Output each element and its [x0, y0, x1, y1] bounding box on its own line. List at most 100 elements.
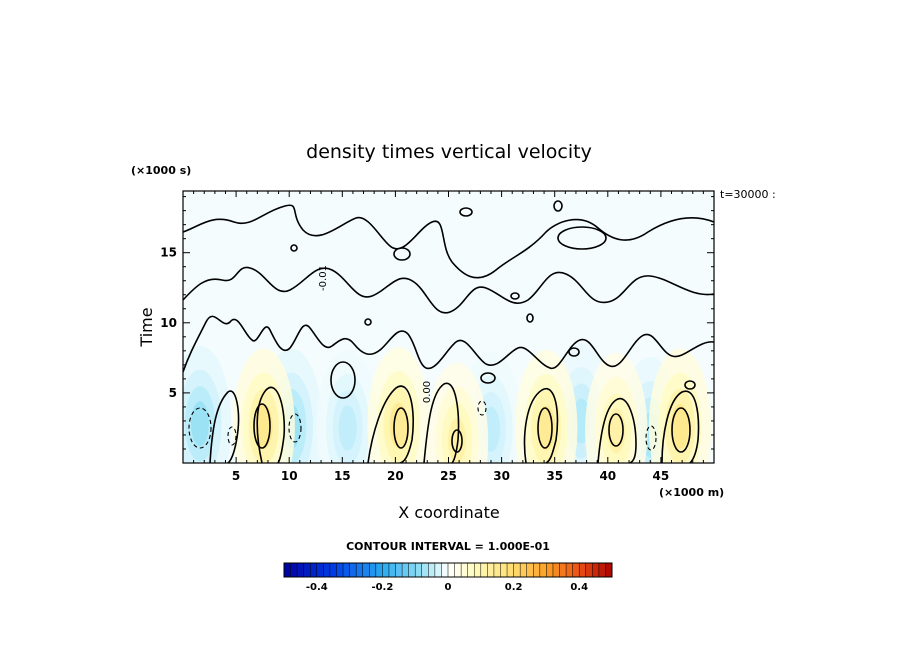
field-cell	[190, 401, 209, 447]
colorbar-swatch	[480, 563, 488, 577]
colorbar-tick-label: -0.2	[371, 582, 393, 593]
contour-negative-cell	[188, 407, 212, 449]
x-tick-label: 20	[387, 469, 404, 483]
time-annotation: t=30000 :	[720, 188, 776, 201]
x-axis-label: X coordinate	[398, 503, 499, 522]
colorbar-swatch	[474, 563, 482, 577]
contour-positive-cell	[608, 413, 624, 447]
contour-value-label: -0.01	[318, 265, 329, 291]
colorbar-swatch	[290, 563, 298, 577]
contour-positive-cell	[393, 407, 409, 449]
chart-title: density times vertical velocity	[306, 141, 592, 163]
colorbar-swatch	[605, 563, 613, 577]
y-axis-label: Time	[137, 307, 156, 347]
x-tick-label: 25	[440, 469, 457, 483]
contour-cell	[661, 390, 700, 463]
colorbar-swatch	[369, 563, 377, 577]
contour-island	[459, 207, 473, 217]
contour-cell	[209, 390, 240, 463]
colorbar-swatch	[310, 563, 318, 577]
contour-cell	[423, 382, 460, 463]
colorbar-swatch	[329, 563, 337, 577]
colorbar-tick-label: 0.2	[505, 582, 523, 593]
colorbar-swatch	[336, 563, 344, 577]
contour-island	[568, 347, 580, 357]
colorbar-swatch	[559, 563, 567, 577]
field-cell	[671, 404, 690, 450]
colorbar-swatch	[566, 563, 573, 577]
colorbar-swatch	[533, 563, 541, 577]
contour-island	[393, 247, 411, 261]
y-axis: 5 10 15	[160, 196, 714, 450]
contour-lines	[183, 200, 714, 463]
colorbar-swatch	[303, 563, 311, 577]
colorbar-swatch	[507, 563, 514, 577]
contour-interval-label: CONTOUR INTERVAL = 1.000E-01	[346, 540, 550, 553]
colorbar-swatch	[395, 563, 403, 577]
contour-island	[526, 313, 534, 323]
colorbar-swatch	[441, 563, 449, 577]
colorbar-swatch	[454, 563, 462, 577]
contour-island	[330, 361, 356, 399]
colorbar-swatch	[382, 563, 390, 577]
colorbar-swatch	[579, 563, 587, 577]
contour-positive-cell	[671, 407, 691, 453]
x-tick-label: 45	[653, 469, 670, 483]
colorbar-swatch	[408, 563, 416, 577]
field-cell	[447, 418, 466, 463]
colorbar-swatch	[592, 563, 600, 577]
contour-cell	[367, 385, 415, 463]
colorbar-swatch	[316, 563, 324, 577]
y-tick-label: 10	[160, 316, 177, 330]
colorbar	[283, 562, 613, 578]
contour-value-label: 0.00	[422, 381, 433, 403]
contour-positive-cell	[537, 407, 553, 449]
colorbar-swatch	[493, 563, 501, 577]
x-unit-label: (×1000 m)	[659, 486, 724, 499]
colorbar-swatch	[467, 563, 475, 577]
colorbar-swatch	[513, 563, 521, 577]
contour-zero	[183, 204, 714, 279]
colorbar-swatch	[428, 563, 436, 577]
colorbar-swatch	[284, 563, 291, 577]
colorbar-swatch	[552, 563, 560, 577]
y-tick-label: 15	[160, 246, 177, 260]
colorbar-swatch	[500, 563, 508, 577]
colorbar-swatch	[421, 563, 429, 577]
colorbar-swatch	[448, 563, 455, 577]
contour-island	[364, 318, 372, 326]
colorbar-swatch	[487, 563, 495, 577]
contour-island	[684, 380, 696, 390]
x-tick-label: 35	[546, 469, 563, 483]
colorbar-swatch	[388, 563, 396, 577]
colorbar-swatch	[356, 563, 364, 577]
colorbar-swatch	[539, 563, 547, 577]
colorbar-frame	[283, 562, 613, 578]
colorbar-swatch	[415, 563, 423, 577]
colorbar-swatch	[323, 563, 331, 577]
contour-cell	[523, 387, 559, 463]
colorbar-swatch	[362, 563, 370, 577]
x-tick-label: 40	[599, 469, 616, 483]
colorbar-swatch	[572, 563, 580, 577]
colorbar-swatch	[297, 563, 304, 577]
colorbar-swatch	[598, 563, 606, 577]
colorbar-swatch	[461, 563, 468, 577]
colorbar-tick-label: 0.4	[570, 582, 588, 593]
x-tick-label: 10	[281, 469, 298, 483]
contour-negative	[188, 400, 657, 451]
contour-island	[510, 292, 520, 300]
contour-zero	[183, 266, 714, 314]
contour-positive-cell	[451, 429, 463, 453]
field-cell	[338, 405, 357, 451]
colorbar-swatch	[434, 563, 442, 577]
x-tick-label: 5	[232, 469, 240, 483]
colorbar-swatch	[585, 563, 593, 577]
contour-island	[553, 200, 563, 212]
y-unit-label: (×1000 s)	[131, 164, 191, 177]
colorbar-swatch	[349, 563, 357, 577]
contour-cell	[256, 386, 286, 463]
colorbar-ticks: -0.4 -0.2 0 0.2 0.4	[306, 582, 588, 593]
contour-negative-cell	[288, 413, 302, 443]
